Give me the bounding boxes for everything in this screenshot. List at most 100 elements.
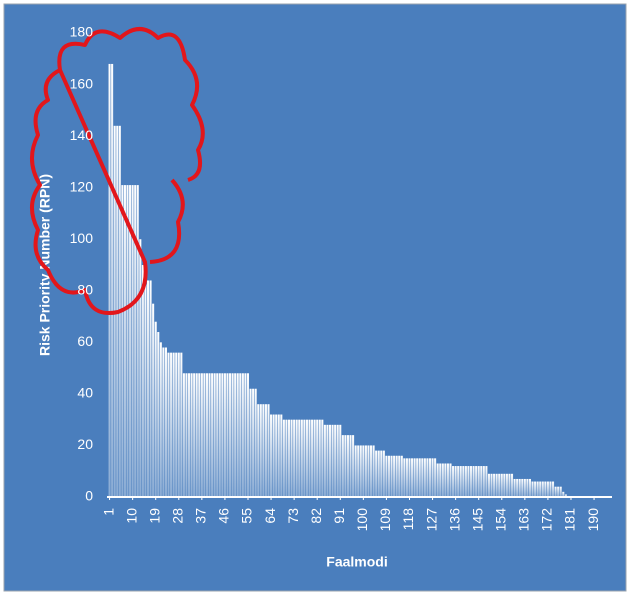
bar [552,482,554,497]
bar [262,404,264,497]
bar [560,487,562,497]
bar [247,373,249,497]
y-tick-label: 160 [70,75,94,91]
x-tick-label: 37 [193,508,209,524]
bar [424,458,426,497]
bar [511,474,513,497]
bar [490,474,492,497]
y-tick-label: 120 [70,178,94,194]
bar [134,185,136,497]
bar [462,466,464,497]
bar [150,280,152,497]
bar [296,420,298,497]
bar [542,482,544,497]
bar [329,425,331,497]
bar [419,458,421,497]
bar [298,420,300,497]
bar [534,482,536,497]
bar [544,482,546,497]
bar [242,373,244,497]
bar [229,373,231,497]
bar [201,373,203,497]
bar [493,474,495,497]
bar [411,458,413,497]
bar [288,420,290,497]
bar [455,466,457,497]
x-tick-label: 46 [216,508,232,524]
y-tick-label: 180 [70,24,94,40]
bar [398,456,400,497]
bar [175,353,177,497]
x-tick-label: 1 [100,508,116,516]
bar [555,487,557,497]
bar [524,479,526,497]
bar [521,479,523,497]
bar [460,466,462,497]
x-tick-label: 82 [308,508,324,524]
bar [257,404,259,497]
bar [444,463,446,497]
bar [167,353,169,497]
bar [373,445,375,497]
y-tick-label: 100 [70,230,94,246]
bar [406,458,408,497]
bar [432,458,434,497]
bar [434,458,436,497]
bar [344,435,346,497]
bar [557,487,559,497]
bar [408,458,410,497]
x-tick-label: 154 [492,508,508,532]
bar [252,389,254,497]
bar [465,466,467,497]
bar [429,458,431,497]
bar [537,482,539,497]
bar [303,420,305,497]
bar [334,425,336,497]
chart: Faalmodi Risk Priority Number (RPN) 0204… [0,0,630,595]
bar [239,373,241,497]
bar [316,420,318,497]
bar [380,451,382,497]
bar [342,435,344,497]
bar [237,373,239,497]
bar [319,420,321,497]
bar [365,445,367,497]
x-tick-label: 118 [400,508,416,531]
bar [244,373,246,497]
bar [478,466,480,497]
bar [285,420,287,497]
bar [367,445,369,497]
bar [157,332,159,497]
bar [250,389,252,497]
bar [498,474,500,497]
bar [196,373,198,497]
bar [496,474,498,497]
bar [211,373,213,497]
bar [180,353,182,497]
bar [357,445,359,497]
y-tick-label: 80 [77,281,93,297]
bar [255,389,257,497]
x-tick-label: 100 [354,508,370,532]
bar [467,466,469,497]
bar [232,373,234,497]
bar [442,463,444,497]
bar [385,456,387,497]
bar [214,373,216,497]
bar [191,373,193,497]
bar [126,185,128,497]
bar [360,445,362,497]
bar [160,342,162,497]
x-tick-label: 10 [123,508,139,524]
bar [355,445,357,497]
bar [421,458,423,497]
bar [188,373,190,497]
bar [529,479,531,497]
bar [147,280,149,497]
bar [280,415,282,497]
bar [516,479,518,497]
bar [332,425,334,497]
bar [452,466,454,497]
bar [362,445,364,497]
bar [301,420,303,497]
